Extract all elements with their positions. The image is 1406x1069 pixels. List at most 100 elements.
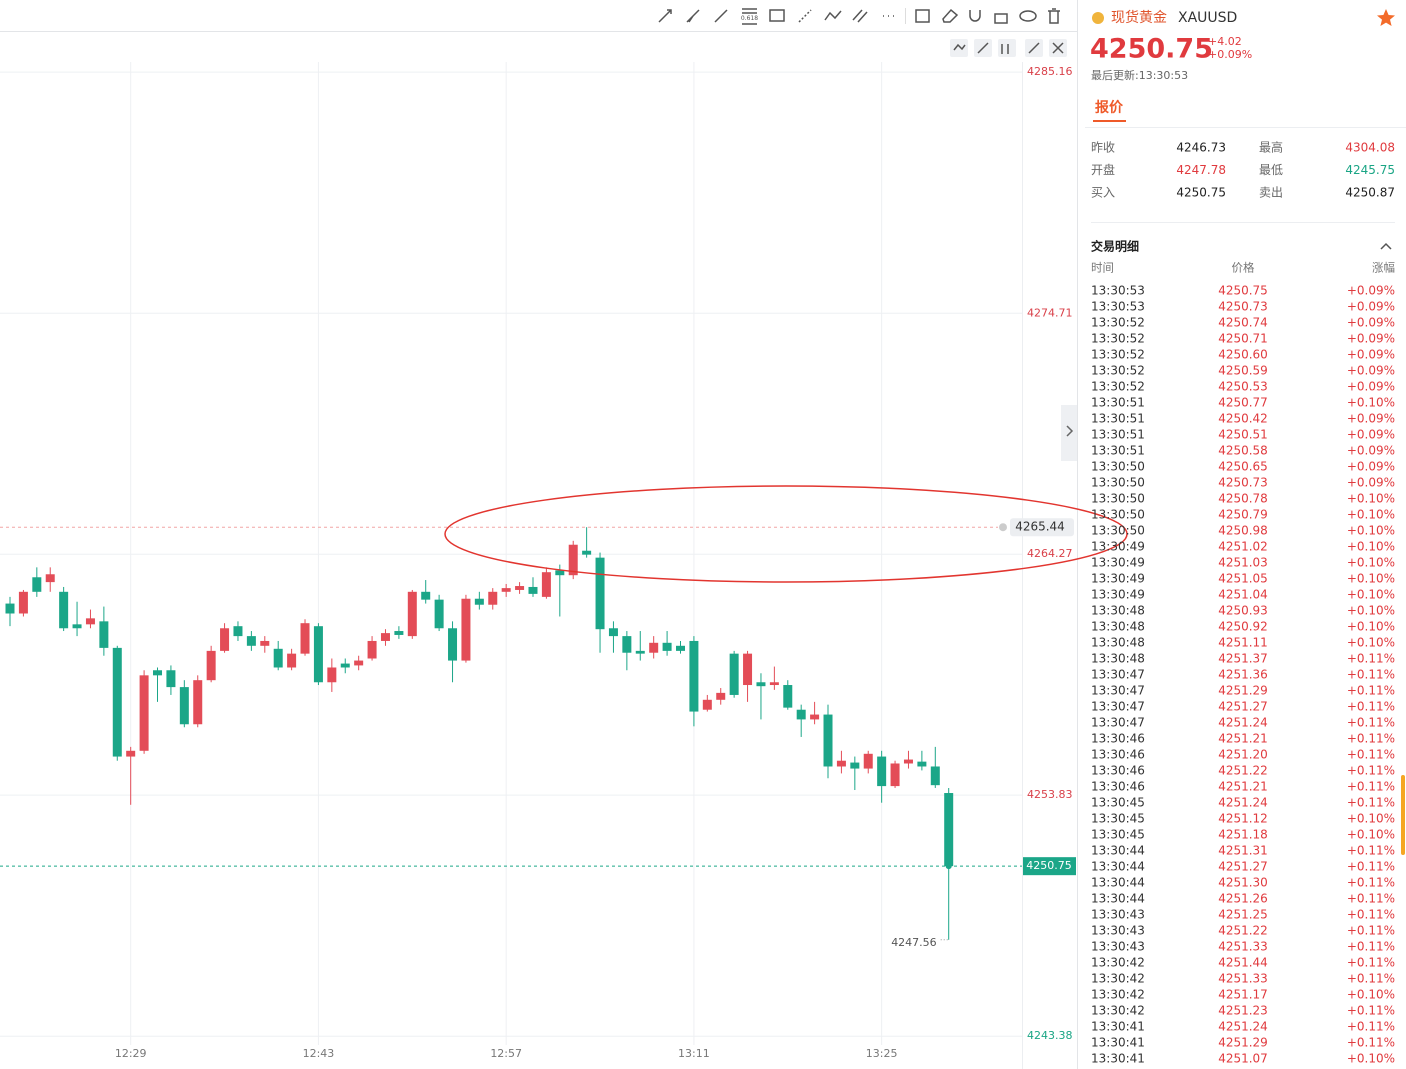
tool-eye[interactable] — [1019, 10, 1037, 22]
candle-body — [488, 591, 498, 605]
candle-body — [166, 670, 176, 688]
trade-time: 13:30:46 — [1091, 764, 1145, 778]
tool-magnet[interactable] — [969, 10, 981, 22]
tool-fib[interactable] — [742, 8, 757, 25]
candle-body — [903, 759, 913, 764]
trade-change: +0.09% — [1347, 364, 1395, 378]
trade-time: 13:30:51 — [1091, 444, 1145, 458]
ctrl-settings[interactable] — [998, 39, 1016, 57]
trade-price: 4251.22 — [1218, 764, 1268, 778]
trade-time: 13:30:43 — [1091, 940, 1145, 954]
candle-body — [676, 645, 685, 651]
trade-time: 13:30:50 — [1091, 476, 1145, 490]
price-change-percent: +0.09% — [1208, 48, 1252, 61]
alert-icon[interactable] — [999, 523, 1007, 532]
tool-arrow[interactable] — [658, 9, 672, 23]
candle-body — [649, 642, 659, 653]
candle-body — [246, 636, 256, 646]
tab-underline — [1093, 120, 1126, 122]
candle-body — [85, 618, 95, 625]
tool-poly[interactable] — [824, 10, 842, 21]
trade-time: 13:30:53 — [1091, 300, 1145, 314]
candle-body — [555, 570, 565, 576]
scrollbar[interactable] — [1401, 775, 1405, 855]
trade-time: 13:30:44 — [1091, 892, 1145, 906]
favorite-star[interactable] — [1377, 9, 1395, 26]
candle-body — [608, 628, 618, 637]
trade-price: 4251.29 — [1218, 1036, 1268, 1050]
trade-time: 13:30:53 — [1091, 284, 1145, 298]
low-marker-label: 4247.56 — [891, 936, 937, 949]
trade-change: +0.09% — [1347, 380, 1395, 394]
trade-change: +0.09% — [1347, 412, 1395, 426]
tool-dash[interactable] — [798, 9, 812, 23]
candle-body — [273, 648, 283, 668]
trade-change: +0.11% — [1347, 652, 1395, 666]
x-tick-label: 13:11 — [678, 1047, 710, 1060]
trade-time: 13:30:45 — [1091, 796, 1145, 810]
trade-change: +0.11% — [1347, 972, 1395, 986]
candle-body — [139, 675, 149, 751]
y-tick-label: 4264.27 — [1027, 547, 1073, 560]
candle-body — [783, 685, 793, 708]
tool-delete[interactable] — [1048, 8, 1060, 24]
trade-price: 4251.33 — [1218, 972, 1268, 986]
ctrl-indicator[interactable] — [950, 39, 968, 57]
tool-line[interactable] — [714, 9, 728, 23]
trade-time: 13:30:45 — [1091, 828, 1145, 842]
tool-note[interactable] — [915, 9, 930, 23]
candle-body — [756, 682, 766, 687]
candle-body — [515, 586, 525, 590]
candle-body — [568, 544, 578, 576]
trade-time: 13:30:43 — [1091, 908, 1145, 922]
trades-column-header: 价格 — [1232, 261, 1255, 275]
candle-body — [112, 647, 122, 757]
candle-body — [380, 633, 390, 641]
trade-change: +0.11% — [1347, 1020, 1395, 1034]
candle-body — [595, 557, 605, 630]
candle-body — [153, 670, 163, 676]
trade-price: 4251.25 — [1218, 908, 1268, 922]
trades-collapse[interactable] — [1380, 242, 1392, 250]
trade-price: 4251.26 — [1218, 892, 1268, 906]
last-update: 最后更新:13:30:53 — [1091, 68, 1188, 82]
trade-price: 4251.44 — [1218, 956, 1268, 970]
last-price-dot — [945, 863, 952, 870]
trade-time: 13:30:50 — [1091, 524, 1145, 538]
tab-quote[interactable]: 报价 — [1095, 100, 1124, 116]
y-tick-label: 4285.16 — [1027, 65, 1073, 78]
quote-label: 买入 — [1091, 186, 1115, 200]
candle-body — [823, 714, 833, 767]
fib-label: 0.618 — [741, 15, 758, 22]
trade-change: +0.11% — [1347, 924, 1395, 938]
tool-channel[interactable] — [852, 9, 868, 23]
tool-ray[interactable] — [686, 9, 700, 23]
trade-time: 13:30:51 — [1091, 396, 1145, 410]
candle-body — [729, 653, 739, 695]
trade-price: 4250.73 — [1218, 300, 1268, 314]
tool-eraser[interactable] — [942, 8, 959, 23]
tool-lock[interactable] — [994, 13, 1008, 24]
candle-body — [220, 628, 230, 651]
candle-body — [461, 598, 471, 661]
tool-rect[interactable] — [769, 9, 785, 22]
candle-body — [716, 692, 726, 700]
candle-body — [193, 680, 203, 725]
quote-label: 最高 — [1259, 140, 1283, 155]
quote-label: 昨收 — [1091, 141, 1115, 155]
trade-change: +0.11% — [1347, 844, 1395, 858]
quote-label: 开盘 — [1091, 162, 1115, 177]
trade-price: 4251.11 — [1218, 636, 1268, 650]
trade-change: +0.11% — [1347, 748, 1395, 762]
trade-time: 13:30:50 — [1091, 492, 1145, 506]
candle-body — [179, 687, 189, 725]
trade-price: 4251.36 — [1218, 668, 1268, 682]
candle-body — [206, 650, 216, 681]
trade-price: 4250.74 — [1218, 316, 1268, 330]
trade-change: +0.11% — [1347, 1004, 1395, 1018]
trade-time: 13:30:49 — [1091, 556, 1145, 570]
trades-title: 交易明细 — [1091, 239, 1139, 254]
trade-time: 13:30:49 — [1091, 572, 1145, 586]
collapse-button[interactable] — [1061, 405, 1077, 461]
y-tick-label: 4253.83 — [1027, 788, 1073, 801]
